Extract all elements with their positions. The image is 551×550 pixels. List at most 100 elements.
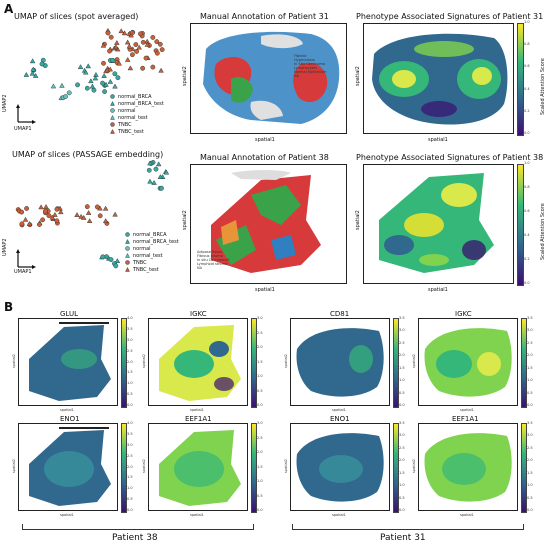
pheno31-cbar-label: Scaled Attention Score <box>540 58 546 115</box>
umap2-point-tnbc <box>80 214 87 220</box>
pheno31-xlabel: spatial1 <box>428 137 448 143</box>
umap2-point-tnbc <box>19 221 25 227</box>
umap1-point-normal <box>85 63 91 69</box>
manual38-frame: Adipose tissue Fibrous stroma In situ Ca… <box>190 164 347 284</box>
b-right-xlabel-0: spatial1 <box>332 408 346 412</box>
umap1-point-tnbc <box>143 55 149 61</box>
pheno38-cbar-ticks: 1.0 0.8 0.6 0.4 0.2 0.0 <box>524 161 530 285</box>
umap1-point-normal <box>100 80 105 86</box>
pheno38-ylabel: spatial2 <box>355 210 361 230</box>
umap2-point-normal-brca <box>147 160 153 166</box>
umap1-point-normal-brca <box>23 71 30 77</box>
umap1-point-tnbc <box>150 64 156 70</box>
umap2-point-normal <box>100 254 106 260</box>
umap2-point-tnbc <box>54 218 60 224</box>
umap2-point-normal-brca <box>151 180 157 185</box>
umap2-point-tnbc <box>102 218 109 224</box>
pheno38-map <box>379 173 494 273</box>
umap1-point-normal <box>63 94 68 99</box>
b-right-ylabel-1: spatial2 <box>412 354 416 368</box>
pheno38-xlabel: spatial1 <box>428 287 448 293</box>
umap2-point-normal <box>108 257 114 262</box>
umap1-point-normal <box>82 69 89 75</box>
manual31-map <box>203 31 340 124</box>
b-right-gene-3: EEF1A1 <box>452 415 479 423</box>
umap1-point-normal <box>102 89 107 94</box>
patient-38-bracket <box>22 524 254 530</box>
b-left-cbar-2 <box>121 423 127 513</box>
patient-38-label: Patient 38 <box>112 533 158 543</box>
umap2-point-tnbc <box>58 209 64 215</box>
b-right-gene-2: ENO1 <box>330 415 350 423</box>
b-left-gene-2: ENO1 <box>60 415 80 423</box>
b-left-cbar-3 <box>251 423 257 513</box>
manual38-xlabel: spatial1 <box>255 287 275 293</box>
umap1-point-normal <box>93 72 99 77</box>
umap2-point-tnbc <box>85 210 92 215</box>
b-right-ylabel-0: spatial2 <box>284 354 288 368</box>
umap2-point-normal-brca <box>159 185 164 191</box>
b-left-cbar-ticks-2: 4.0 3.5 3.0 2.5 2.0 1.5 1.0 0.5 0.0 <box>127 421 133 512</box>
umap1-point-normal <box>77 64 84 70</box>
manual38-map <box>211 170 321 273</box>
umap1-point-normal <box>50 83 57 89</box>
umap1-point-normal-brca <box>30 66 36 72</box>
umap1-ylabel: UMAP2 <box>2 94 8 112</box>
umap1-point-tnbc <box>116 60 122 66</box>
umap2-point-tnbc <box>102 205 109 211</box>
b-left-xlabel-0: spatial1 <box>60 408 74 412</box>
umap2-point-normal-brca <box>163 169 170 175</box>
umap2-point-tnbc <box>54 206 60 212</box>
b-right-map-2 <box>290 423 390 511</box>
umap1-point-normal-brca <box>29 58 36 64</box>
b-left-gene-3: EEF1A1 <box>185 415 212 423</box>
umap2-ylabel: UMAP2 <box>2 238 8 256</box>
umap1-point-tnbc <box>127 65 134 71</box>
b-left-map-1 <box>148 318 248 406</box>
b-left-gene-0: GLUL <box>60 310 78 318</box>
b-left-cbar-ticks-3: 3.0 2.5 2.0 1.5 1.0 0.5 0.0 <box>257 421 263 512</box>
b-right-gene-0: CD81 <box>330 310 350 318</box>
umap1-point-tnbc <box>107 48 112 54</box>
umap2-point-tnbc <box>97 213 103 219</box>
umap1-point-normal <box>88 78 94 84</box>
umap1-point-tnbc <box>130 52 135 58</box>
umap2-point-tnbc <box>94 204 100 210</box>
umap1-xlabel: UMAP1 <box>14 126 32 132</box>
patient-31-label: Patient 31 <box>380 533 426 543</box>
pheno38-cbar-label: Scaled Attention Score <box>540 203 546 260</box>
umap1-legend: normal_BRCA normal_BRCA_test normal norm… <box>110 93 164 135</box>
umap1-point-tnbc <box>118 28 124 34</box>
umap2-point-tnbc <box>43 204 49 209</box>
umap2-point-normal <box>114 258 121 263</box>
umap2-point-tnbc <box>46 213 52 219</box>
umap1-point-normal <box>112 71 118 77</box>
umap1-point-tnbc <box>101 60 106 66</box>
umap2-point-normal-brca <box>153 166 159 172</box>
b-right-ylabel-2: spatial2 <box>284 459 288 473</box>
manual31-legend: Fibrotic Hyperplasia In Situ Carcinoma L… <box>294 54 327 78</box>
umap1-point-tnbc <box>129 30 135 36</box>
b-left-ylabel-1: spatial2 <box>142 354 146 368</box>
umap2-point-tnbc <box>42 208 48 214</box>
umap1-point-normal <box>91 87 97 93</box>
umap1-point-normal <box>59 82 65 88</box>
b-right-gene-1: IGKC <box>455 310 472 318</box>
b-left-map-0 <box>18 318 118 406</box>
manual31-title: Manual Annotation of Patient 31 <box>200 12 329 21</box>
umap2-legend: normal_BRCA normal_BRCA_test normal norm… <box>125 231 179 273</box>
umap1-point-normal <box>110 57 116 63</box>
b-right-cbar-ticks-1: 3.5 3.0 2.5 2.0 1.5 1.0 0.5 0.0 <box>527 316 533 407</box>
b-right-xlabel-2: spatial1 <box>332 513 346 517</box>
umap1-point-tnbc <box>133 42 139 47</box>
b-left-ylabel-0: spatial2 <box>12 354 16 368</box>
pheno38-frame <box>363 164 514 284</box>
b-left-map-3 <box>148 423 248 511</box>
umap1-point-tnbc <box>138 31 143 37</box>
manual38-title: Manual Annotation of Patient 38 <box>200 153 329 162</box>
umap1-point-tnbc <box>140 65 146 71</box>
manual31-xlabel: spatial1 <box>255 137 275 143</box>
b-left-cbar-1 <box>251 318 257 408</box>
pheno31-map <box>372 33 508 125</box>
manual38-legend: Adipose tissue Fibrous stroma In situ Ca… <box>197 250 230 270</box>
